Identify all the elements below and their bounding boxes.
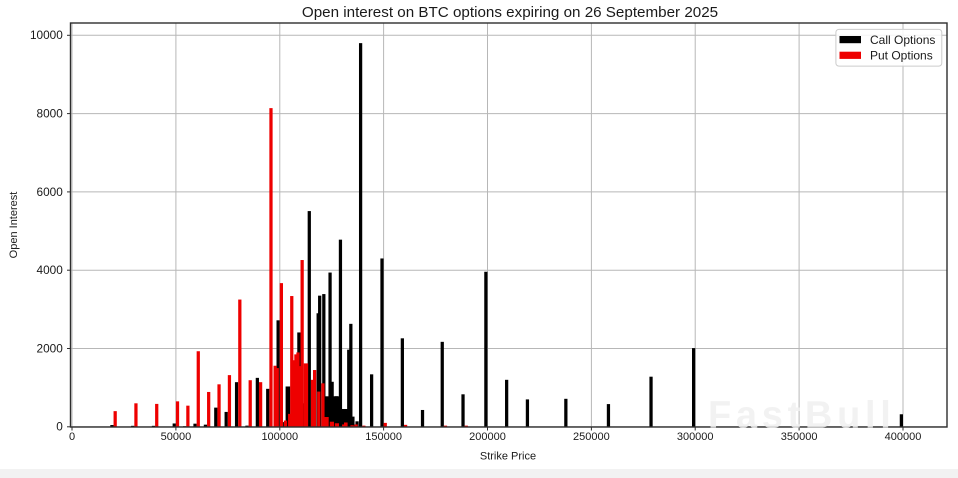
svg-text:Put Options: Put Options	[870, 49, 933, 63]
svg-text:FastBull: FastBull	[708, 395, 896, 437]
svg-text:50000: 50000	[161, 431, 192, 443]
svg-text:4000: 4000	[37, 263, 64, 277]
svg-text:Open Interest: Open Interest	[8, 192, 20, 259]
svg-text:350000: 350000	[781, 431, 818, 443]
svg-text:0: 0	[56, 420, 63, 434]
svg-text:2000: 2000	[37, 341, 64, 355]
svg-text:Open interest on BTC options e: Open interest on BTC options expiring on…	[302, 4, 718, 21]
svg-text:8000: 8000	[37, 107, 64, 121]
svg-text:10000: 10000	[30, 28, 63, 42]
svg-text:Strike Price: Strike Price	[480, 451, 536, 463]
svg-text:6000: 6000	[37, 185, 64, 199]
svg-text:100000: 100000	[261, 431, 298, 443]
svg-text:300000: 300000	[677, 431, 714, 443]
svg-text:0: 0	[69, 431, 75, 443]
svg-text:400000: 400000	[885, 431, 922, 443]
svg-text:150000: 150000	[365, 431, 402, 443]
svg-text:250000: 250000	[573, 431, 610, 443]
svg-text:200000: 200000	[469, 431, 506, 443]
svg-text:Call Options: Call Options	[870, 33, 935, 47]
